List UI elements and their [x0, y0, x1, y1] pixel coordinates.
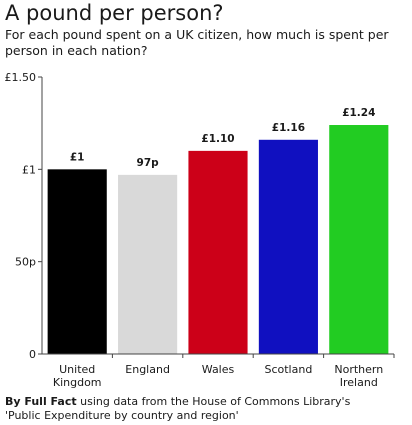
source-footer: By Full Fact using data from the House o…	[5, 395, 410, 423]
x-category-label: United	[59, 363, 95, 376]
y-tick-label: 0	[29, 348, 36, 361]
bar	[329, 125, 389, 354]
source-line-1: By Full Fact using data from the House o…	[5, 395, 410, 409]
x-category-label: Scotland	[264, 363, 312, 376]
source-author: By Full Fact	[5, 395, 77, 408]
value-labels: £1 97p £1.10 £1.16 £1.24	[70, 107, 376, 169]
bar-value-label: £1.10	[201, 133, 234, 145]
source-line-2: 'Public Expenditure by country and regio…	[5, 409, 239, 422]
y-axis: 0 50p £1 £1.50	[5, 71, 43, 361]
bar	[258, 139, 318, 354]
x-category-label: Wales	[202, 363, 235, 376]
bar	[47, 169, 107, 354]
y-tick-label: 50p	[15, 256, 36, 269]
bars	[47, 125, 389, 354]
bar	[188, 150, 248, 354]
x-category-label: Kingdom	[53, 376, 102, 389]
bar-value-label: £1.24	[342, 107, 375, 119]
bar-value-label: 97p	[137, 157, 160, 169]
x-category-label: England	[125, 363, 170, 376]
chart-title: A pound per person?	[5, 1, 224, 25]
x-category-label: Northern	[334, 363, 383, 376]
bar	[118, 174, 178, 354]
chart-subtitle: For each pound spent on a UK citizen, ho…	[5, 27, 389, 58]
x-category-label: Ireland	[340, 376, 378, 389]
y-tick-label: £1.50	[5, 71, 37, 84]
y-tick-label: £1	[22, 163, 36, 176]
bar-value-label: £1.16	[272, 122, 305, 134]
source-text: using data from the House of Commons Lib…	[76, 395, 351, 408]
bar-value-label: £1	[70, 151, 85, 163]
